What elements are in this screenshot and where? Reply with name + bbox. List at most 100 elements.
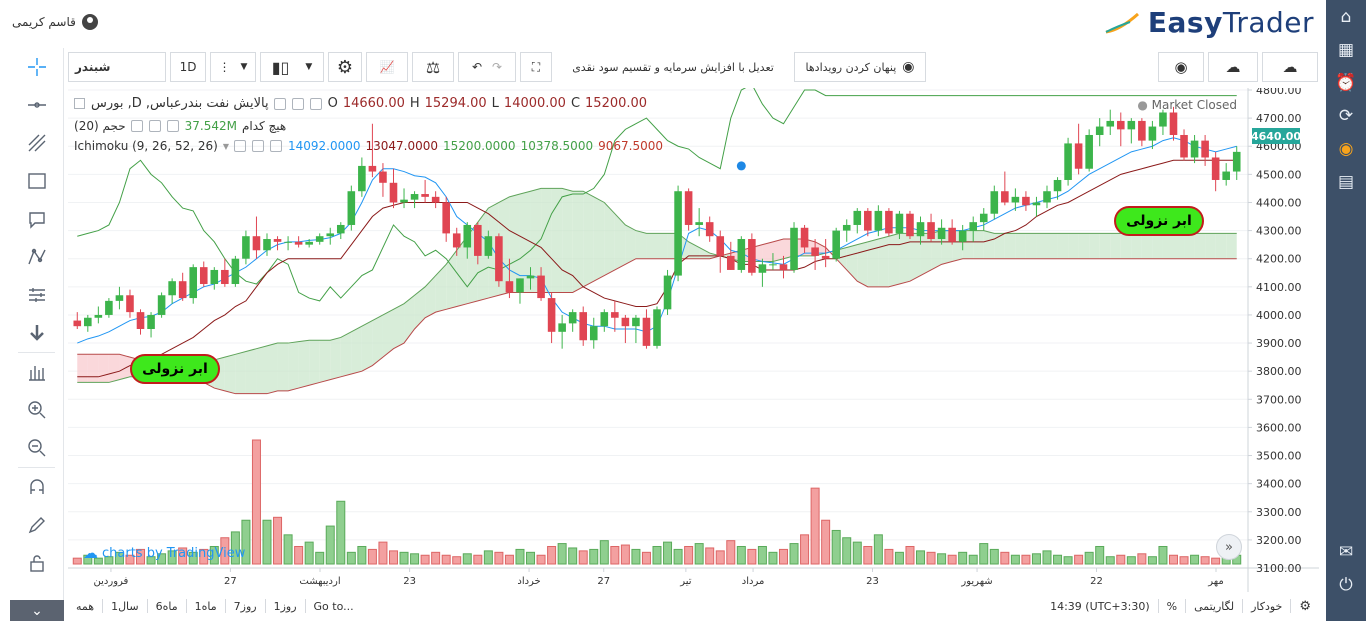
candle-body bbox=[115, 295, 124, 301]
watch-binoculars-icon[interactable]: ◉ bbox=[1338, 138, 1354, 159]
range-1y[interactable]: 1سال bbox=[103, 599, 148, 613]
candle-body bbox=[937, 227, 946, 240]
goto-button[interactable]: Go to... bbox=[313, 599, 354, 613]
volume-bar bbox=[336, 500, 346, 565]
logo-swoosh-icon bbox=[1105, 12, 1139, 33]
chart-style-selector[interactable]: ▮▯ ▼ bbox=[260, 52, 324, 82]
candle-body bbox=[1001, 191, 1009, 203]
candle-body bbox=[126, 295, 134, 313]
lock-icon[interactable] bbox=[10, 544, 63, 582]
settings-icon[interactable] bbox=[148, 120, 161, 132]
candle-body bbox=[1190, 140, 1199, 158]
eye-toggle-icon[interactable] bbox=[273, 97, 286, 110]
portfolio-icon[interactable]: ▦ bbox=[1337, 39, 1355, 60]
price-tick-label: 3400.00 bbox=[1256, 478, 1302, 491]
adjustment-toggle[interactable]: تعدیل با افزایش سرمایه و تقسیم سود نقدی bbox=[556, 52, 790, 82]
chart-icon[interactable]: ▤ bbox=[1337, 171, 1355, 192]
percent-toggle[interactable]: % bbox=[1159, 599, 1187, 613]
home-icon[interactable]: ⌂ bbox=[1340, 6, 1352, 27]
range-1m[interactable]: 1ماه bbox=[187, 599, 226, 613]
scroll-to-end-button[interactable]: » bbox=[1216, 534, 1242, 560]
volume-bar bbox=[367, 548, 377, 565]
crosshair-icon[interactable] bbox=[10, 48, 63, 86]
compare-scale-icon[interactable]: ⚖ bbox=[412, 52, 454, 82]
time-tick-label: 22 bbox=[1090, 576, 1103, 587]
close-icon[interactable] bbox=[269, 140, 282, 152]
pattern-icon[interactable] bbox=[10, 238, 63, 276]
cloud-upload-icon[interactable]: ☁ bbox=[1262, 52, 1318, 82]
power-icon[interactable]: ⏻ bbox=[1339, 574, 1353, 595]
measure-icon[interactable] bbox=[10, 276, 63, 314]
volume-bar bbox=[167, 550, 177, 565]
trend-line-icon[interactable] bbox=[10, 86, 63, 124]
arrow-down-icon[interactable] bbox=[10, 314, 63, 352]
interval-selector[interactable]: 1D bbox=[170, 52, 206, 82]
close-icon[interactable] bbox=[166, 120, 179, 132]
eye-toggle-icon[interactable] bbox=[130, 120, 143, 132]
cloud-download-icon[interactable]: ☁ bbox=[1208, 52, 1258, 82]
fullscreen-icon[interactable]: ⛶ bbox=[520, 52, 552, 82]
undo-icon[interactable]: ↶ bbox=[471, 60, 482, 74]
eye-toggle-icon[interactable] bbox=[233, 140, 246, 152]
collapse-legend-icon[interactable] bbox=[74, 98, 85, 109]
alarm-icon[interactable]: ⏰ bbox=[1335, 72, 1357, 93]
magnet-icon[interactable] bbox=[10, 468, 63, 506]
volume-bar bbox=[989, 548, 999, 565]
refresh-icon[interactable]: ⟳ bbox=[1338, 105, 1354, 126]
ichimoku-cloud-segment bbox=[593, 196, 605, 282]
indicators-icon[interactable]: 📈 bbox=[366, 52, 408, 82]
ichimoku-cloud-segment bbox=[414, 286, 426, 329]
zoom-in-icon[interactable] bbox=[10, 391, 63, 429]
price-chart-svg[interactable]: 4800.004700.004600.004500.004400.004300.… bbox=[68, 88, 1319, 592]
chart-area[interactable]: 4800.00 4700.00 4600.00 4500.00 4400.00 4300.… bbox=[68, 88, 1319, 592]
fib-lines-icon[interactable] bbox=[10, 124, 63, 162]
symbol-search-input[interactable]: شبندر bbox=[68, 52, 166, 82]
candle-body bbox=[358, 165, 366, 192]
time-tick-label: 23 bbox=[866, 576, 879, 587]
measure-ruler-icon[interactable] bbox=[10, 353, 63, 391]
user-profile[interactable]: قاسم کریمی bbox=[12, 14, 98, 30]
volume-bar bbox=[1105, 556, 1115, 565]
log-toggle[interactable]: لگاریتمی bbox=[1186, 599, 1244, 613]
volume-bar bbox=[420, 554, 430, 565]
range-7d[interactable]: 7روز bbox=[226, 599, 266, 613]
hide-events-button[interactable]: ◉ پنهان کردن رویدادها bbox=[794, 52, 926, 82]
ichimoku-cloud-segment bbox=[361, 320, 373, 372]
rectangle-icon[interactable] bbox=[10, 162, 63, 200]
comment-icon[interactable] bbox=[10, 200, 63, 238]
chat-icon[interactable]: ✉ bbox=[1338, 541, 1354, 562]
settings-gear-icon[interactable]: ⚙ bbox=[328, 52, 362, 82]
collapse-toolbar-button[interactable]: ⌄ bbox=[10, 600, 64, 621]
volume-bar bbox=[1042, 550, 1052, 565]
price-tick-label: 3300.00 bbox=[1256, 506, 1302, 519]
candle-body bbox=[1127, 120, 1136, 130]
settings-icon[interactable] bbox=[291, 97, 304, 110]
pencil-lock-icon[interactable] bbox=[10, 506, 63, 544]
scale-settings-gear-icon[interactable]: ⚙ bbox=[1299, 598, 1311, 614]
ichimoku-cloud-segment bbox=[878, 236, 889, 287]
range-all[interactable]: همه bbox=[68, 599, 104, 613]
time-tick-label: تیر bbox=[679, 576, 692, 587]
close-icon[interactable] bbox=[309, 97, 322, 110]
zoom-out-icon[interactable] bbox=[10, 429, 63, 467]
candle-body bbox=[1159, 112, 1167, 127]
candle-body bbox=[716, 236, 725, 256]
range-6m[interactable]: 6ماه bbox=[148, 599, 187, 613]
more-vertical-icon: ⋮ bbox=[218, 60, 231, 74]
chevron-down-icon[interactable]: ▼ bbox=[222, 141, 229, 151]
candle-body bbox=[600, 312, 609, 327]
interval-dropdown[interactable]: ⋮ ▼ bbox=[210, 52, 256, 82]
volume-bar bbox=[547, 545, 557, 565]
auto-toggle[interactable]: خودکار bbox=[1243, 599, 1292, 613]
ichimoku-cloud-segment bbox=[393, 303, 405, 349]
candles-icon: ▮▯ bbox=[271, 57, 290, 77]
camera-icon[interactable]: ◉ bbox=[1158, 52, 1204, 82]
right-sidebar-nav: ⌂ ▦ ⏰ ⟳ ◉ ▤ ✉ ⏻ bbox=[1326, 0, 1366, 621]
volume-bar bbox=[905, 545, 915, 565]
settings-icon[interactable] bbox=[251, 140, 264, 152]
range-1d[interactable]: 1روز bbox=[266, 599, 306, 613]
price-tick-label: 3100.00 bbox=[1256, 562, 1302, 575]
ichimoku-cloud-segment bbox=[1036, 233, 1047, 259]
tradingview-brand[interactable]: ☁ charts by TradingView bbox=[83, 544, 245, 562]
redo-icon[interactable]: ↷ bbox=[492, 60, 503, 74]
